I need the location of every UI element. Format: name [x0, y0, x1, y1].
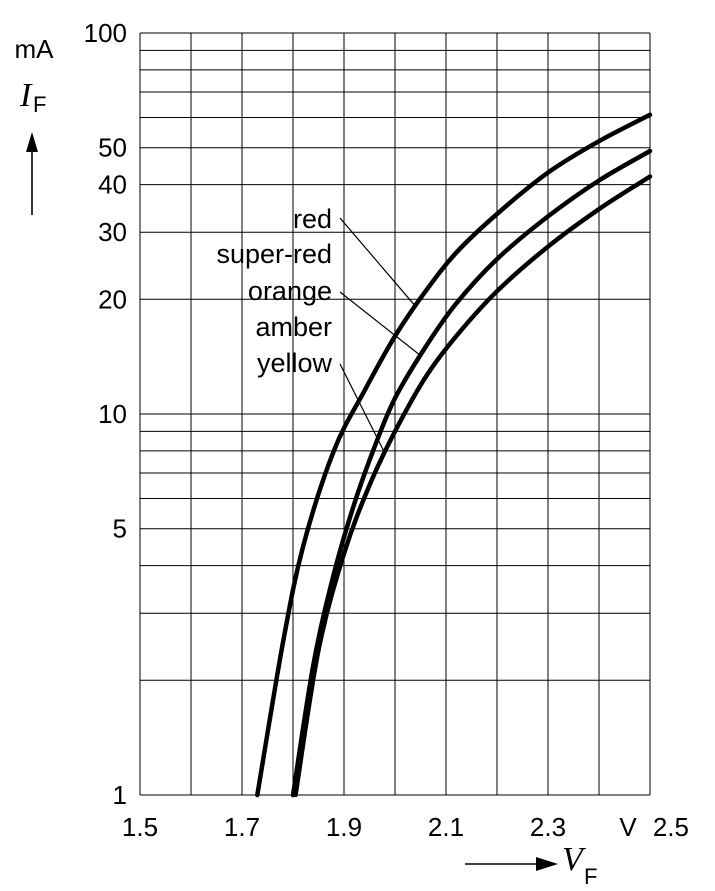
y-axis-arrow-icon — [26, 132, 38, 215]
x-tick-label: 2.1 — [428, 812, 464, 842]
x-axis-arrow-icon — [465, 857, 558, 871]
chart-series-layer — [255, 112, 653, 798]
series-line-2 — [290, 148, 653, 798]
legend-leader-line — [339, 291, 421, 356]
y-tick-label: 30 — [98, 217, 127, 247]
y-tick-label: 1 — [113, 780, 127, 810]
x-tick-label: 2.5 — [653, 812, 689, 842]
legend-label-yellow: yellow — [257, 348, 333, 378]
x-tick-label: 1.7 — [224, 812, 260, 842]
series-line-1 — [255, 112, 653, 798]
y-axis-symbol: I — [19, 77, 33, 114]
x-tick-label: 2.3 — [530, 812, 566, 842]
legend-label-super-red: super-red — [216, 239, 332, 269]
x-tick-label: 1.5 — [122, 812, 158, 842]
series-line-3 — [293, 174, 653, 798]
y-tick-label: 10 — [98, 399, 127, 429]
y-tick-label: 20 — [98, 284, 127, 314]
legend-label-red: red — [293, 204, 332, 234]
legend-leader-lines — [339, 217, 421, 454]
legend-leader-line — [339, 363, 386, 454]
legend-leader-line — [339, 217, 416, 307]
legend-label-orange: orange — [248, 276, 332, 306]
y-tick-labels: 1 5 10 20 30 40 50 100 — [84, 18, 127, 810]
y-unit-label: mA — [15, 34, 55, 64]
x-tick-label: 1.9 — [326, 812, 362, 842]
x-axis-subscript: F — [584, 864, 597, 889]
y-tick-label: 40 — [98, 170, 127, 200]
x-unit-label: V — [619, 812, 637, 842]
legend-label-amber: amber — [255, 312, 332, 342]
legend: red super-red orange amber yellow — [216, 204, 332, 378]
chart-grid — [139, 32, 651, 796]
y-tick-label: 100 — [84, 18, 127, 48]
y-axis-subscript: F — [33, 92, 46, 117]
y-tick-label: 5 — [113, 514, 127, 544]
x-tick-labels: 1.5 1.7 1.9 2.1 2.3 2.5 — [122, 812, 689, 842]
y-tick-label: 50 — [98, 133, 127, 163]
